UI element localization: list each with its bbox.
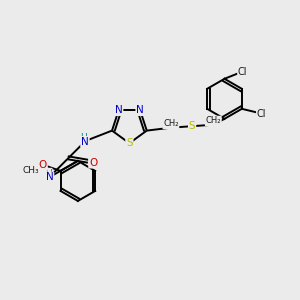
Text: N: N	[136, 105, 144, 115]
Text: CH₂: CH₂	[163, 119, 178, 128]
Text: H: H	[45, 169, 52, 178]
Text: O: O	[89, 158, 97, 168]
Text: Cl: Cl	[238, 67, 247, 77]
Text: CH₃: CH₃	[22, 166, 39, 175]
Text: Cl: Cl	[257, 109, 266, 118]
Text: O: O	[39, 160, 47, 170]
Text: N: N	[46, 172, 53, 182]
Text: S: S	[126, 138, 133, 148]
Text: N: N	[115, 105, 122, 115]
Text: CH₂: CH₂	[206, 116, 221, 125]
Text: S: S	[189, 121, 195, 130]
Text: H: H	[80, 133, 86, 142]
Text: N: N	[81, 137, 89, 147]
